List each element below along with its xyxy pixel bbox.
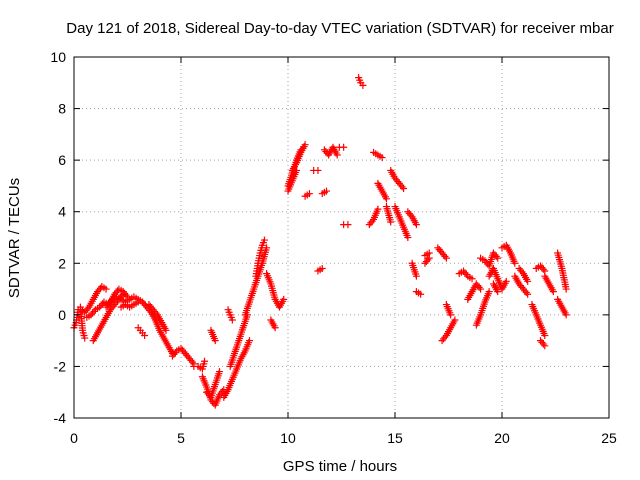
data-point	[524, 277, 532, 285]
data-point	[124, 293, 131, 301]
x-axis-label: GPS time / hours	[283, 458, 397, 475]
data-point	[502, 277, 510, 285]
y-tick-label: 0	[58, 307, 66, 323]
data-point	[344, 221, 352, 229]
data-point	[90, 307, 98, 315]
data-point	[451, 316, 459, 324]
data-point	[462, 270, 470, 278]
data-point	[400, 185, 408, 193]
x-tick-label: 10	[280, 430, 296, 446]
data-point	[468, 275, 476, 283]
data-point	[314, 166, 322, 174]
data-point	[541, 342, 549, 350]
data-point	[152, 309, 160, 317]
data-point	[404, 234, 412, 241]
data-point	[245, 337, 253, 345]
data-point	[442, 254, 450, 262]
data-point	[228, 316, 236, 324]
data-point	[301, 141, 309, 149]
data-point	[424, 256, 432, 264]
data-point	[260, 236, 268, 244]
data-point	[305, 190, 313, 198]
data-point	[447, 311, 455, 319]
x-tick-label: 5	[177, 430, 185, 446]
data-point	[387, 218, 395, 226]
y-tick-label: 8	[58, 101, 66, 117]
data-point	[441, 333, 449, 341]
data-point	[492, 252, 500, 260]
data-point	[368, 217, 376, 225]
x-tick-label: 0	[70, 430, 78, 446]
y-tick-label: -2	[54, 358, 67, 374]
y-tick-label: 2	[58, 255, 66, 271]
data-point	[293, 166, 301, 174]
data-point	[539, 265, 547, 273]
data-point	[425, 254, 433, 262]
x-tick-label: 25	[601, 430, 617, 446]
data-point	[522, 289, 530, 297]
data-point	[518, 268, 526, 276]
data-point	[216, 368, 224, 376]
x-tick-label: 15	[387, 430, 403, 446]
data-point	[105, 300, 113, 308]
grid	[74, 57, 609, 418]
data-point	[549, 288, 557, 296]
data-point	[340, 143, 348, 151]
data-point	[318, 264, 326, 272]
data-point	[122, 291, 130, 299]
data-point	[412, 272, 420, 280]
data-point	[201, 357, 209, 365]
data-points	[70, 74, 570, 409]
plot-frame	[73, 56, 610, 419]
y-axis-label: SDTVAR / TECUs	[6, 178, 23, 298]
data-point	[323, 187, 331, 195]
data-point	[211, 337, 219, 345]
data-point	[359, 81, 367, 89]
y-tick-label: -4	[54, 410, 67, 426]
data-point	[417, 290, 425, 298]
chart-title: Day 121 of 2018, Sidereal Day-to-day VTE…	[66, 20, 613, 37]
data-point	[84, 305, 92, 313]
y-tick-label: 10	[50, 49, 66, 65]
y-tick-label: 6	[58, 152, 66, 168]
data-point	[374, 205, 382, 213]
tick-labels: 0 5 10 15 20 25 -4 -2 0 2 4 6 8 10	[50, 49, 617, 446]
data-point	[382, 195, 390, 203]
data-point	[407, 211, 415, 219]
data-point	[441, 252, 449, 260]
data-point	[188, 358, 196, 366]
y-tick-label: 4	[58, 204, 66, 220]
data-point	[475, 283, 483, 291]
data-point	[333, 151, 341, 159]
data-point	[494, 254, 502, 262]
plot-border	[73, 56, 610, 419]
data-point	[494, 288, 502, 296]
data-point	[378, 154, 386, 162]
x-tick-label: 20	[494, 430, 510, 446]
data-point	[562, 285, 570, 293]
data-point	[141, 331, 149, 339]
data-point	[524, 290, 532, 298]
data-point	[271, 324, 279, 332]
data-point	[171, 349, 179, 357]
data-point	[562, 311, 570, 319]
data-point	[485, 288, 493, 296]
data-point	[102, 285, 110, 293]
data-point	[398, 183, 406, 191]
data-point	[511, 259, 519, 267]
data-point	[477, 285, 485, 293]
data-point	[541, 331, 549, 339]
data-point	[162, 326, 170, 334]
data-point	[539, 340, 547, 348]
data-point	[81, 334, 89, 342]
data-point	[280, 295, 288, 303]
data-point	[412, 221, 420, 229]
